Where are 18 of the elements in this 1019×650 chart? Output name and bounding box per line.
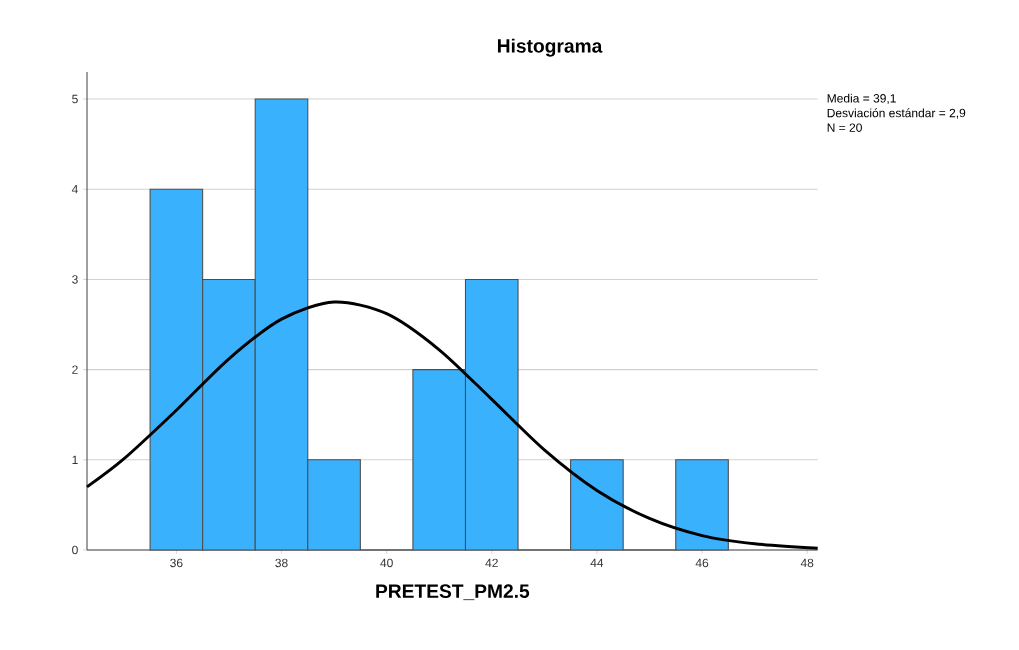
x-tick-label: 38 — [275, 558, 288, 568]
x-tick-label: 44 — [590, 558, 604, 567]
text: Desviación estándar = 2,9 — [827, 108, 966, 119]
x-tick-label: 46 — [695, 558, 709, 568]
text: N = 20 — [827, 123, 862, 132]
x-axis-title: PRETEST_PM2.5 — [376, 584, 530, 601]
y-tick-label: 5 — [72, 94, 78, 104]
y-tick-label: 1 — [72, 455, 78, 464]
y-tick-label: 3 — [72, 275, 78, 284]
x-tick-label: 36 — [170, 558, 183, 568]
chart-title: Histograma — [497, 38, 603, 57]
x-tick-label: 42 — [485, 558, 498, 568]
y-tick-label: 0 — [72, 545, 78, 555]
x-tick-label: 48 — [800, 558, 814, 568]
text: Media = 39,1 — [827, 93, 896, 104]
y-tick-label: 4 — [71, 185, 78, 194]
x-tick-label: 40 — [380, 558, 393, 568]
y-tick-label: 2 — [72, 365, 78, 374]
